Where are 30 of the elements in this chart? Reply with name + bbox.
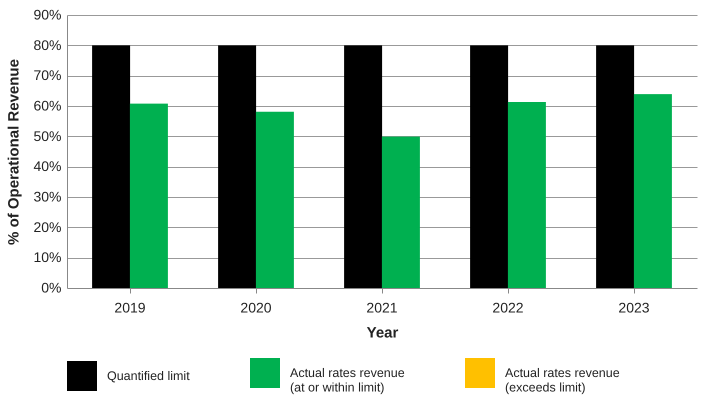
x-tick-label: 2020 (240, 300, 272, 316)
y-tick-label: 70% (33, 67, 62, 84)
y-tick-label: 90% (33, 6, 62, 22)
bar (92, 45, 130, 288)
x-tick-label: 2021 (366, 300, 398, 316)
bar (130, 104, 168, 288)
legend-label: Quantified limit (107, 369, 190, 383)
bar (634, 94, 672, 288)
y-tick-label: 0% (41, 280, 62, 296)
y-tick-label: 20% (33, 218, 62, 235)
y-axis-title: % of Operational Revenue (5, 59, 22, 245)
bar (344, 45, 382, 288)
y-tick-label: 60% (33, 98, 62, 114)
legend-label: Actual rates revenue (at or within limit) (290, 366, 405, 394)
bar (508, 102, 546, 288)
y-tick-label: 10% (33, 249, 62, 266)
legend-label: Actual rates revenue (exceeds limit) (505, 366, 620, 394)
x-tick-label: 2019 (114, 300, 146, 316)
y-tick-label: 40% (33, 158, 62, 174)
x-tick-label: 2023 (618, 300, 650, 316)
x-tick-label: 2022 (492, 300, 524, 316)
bar (256, 112, 294, 288)
y-tick-label: 80% (33, 36, 62, 53)
x-axis-title: Year (366, 324, 399, 342)
bar (218, 45, 256, 288)
bar (382, 136, 420, 288)
y-tick-label: 50% (33, 128, 62, 144)
bar (470, 45, 508, 288)
y-tick-label: 30% (33, 188, 62, 204)
bar (596, 45, 634, 288)
